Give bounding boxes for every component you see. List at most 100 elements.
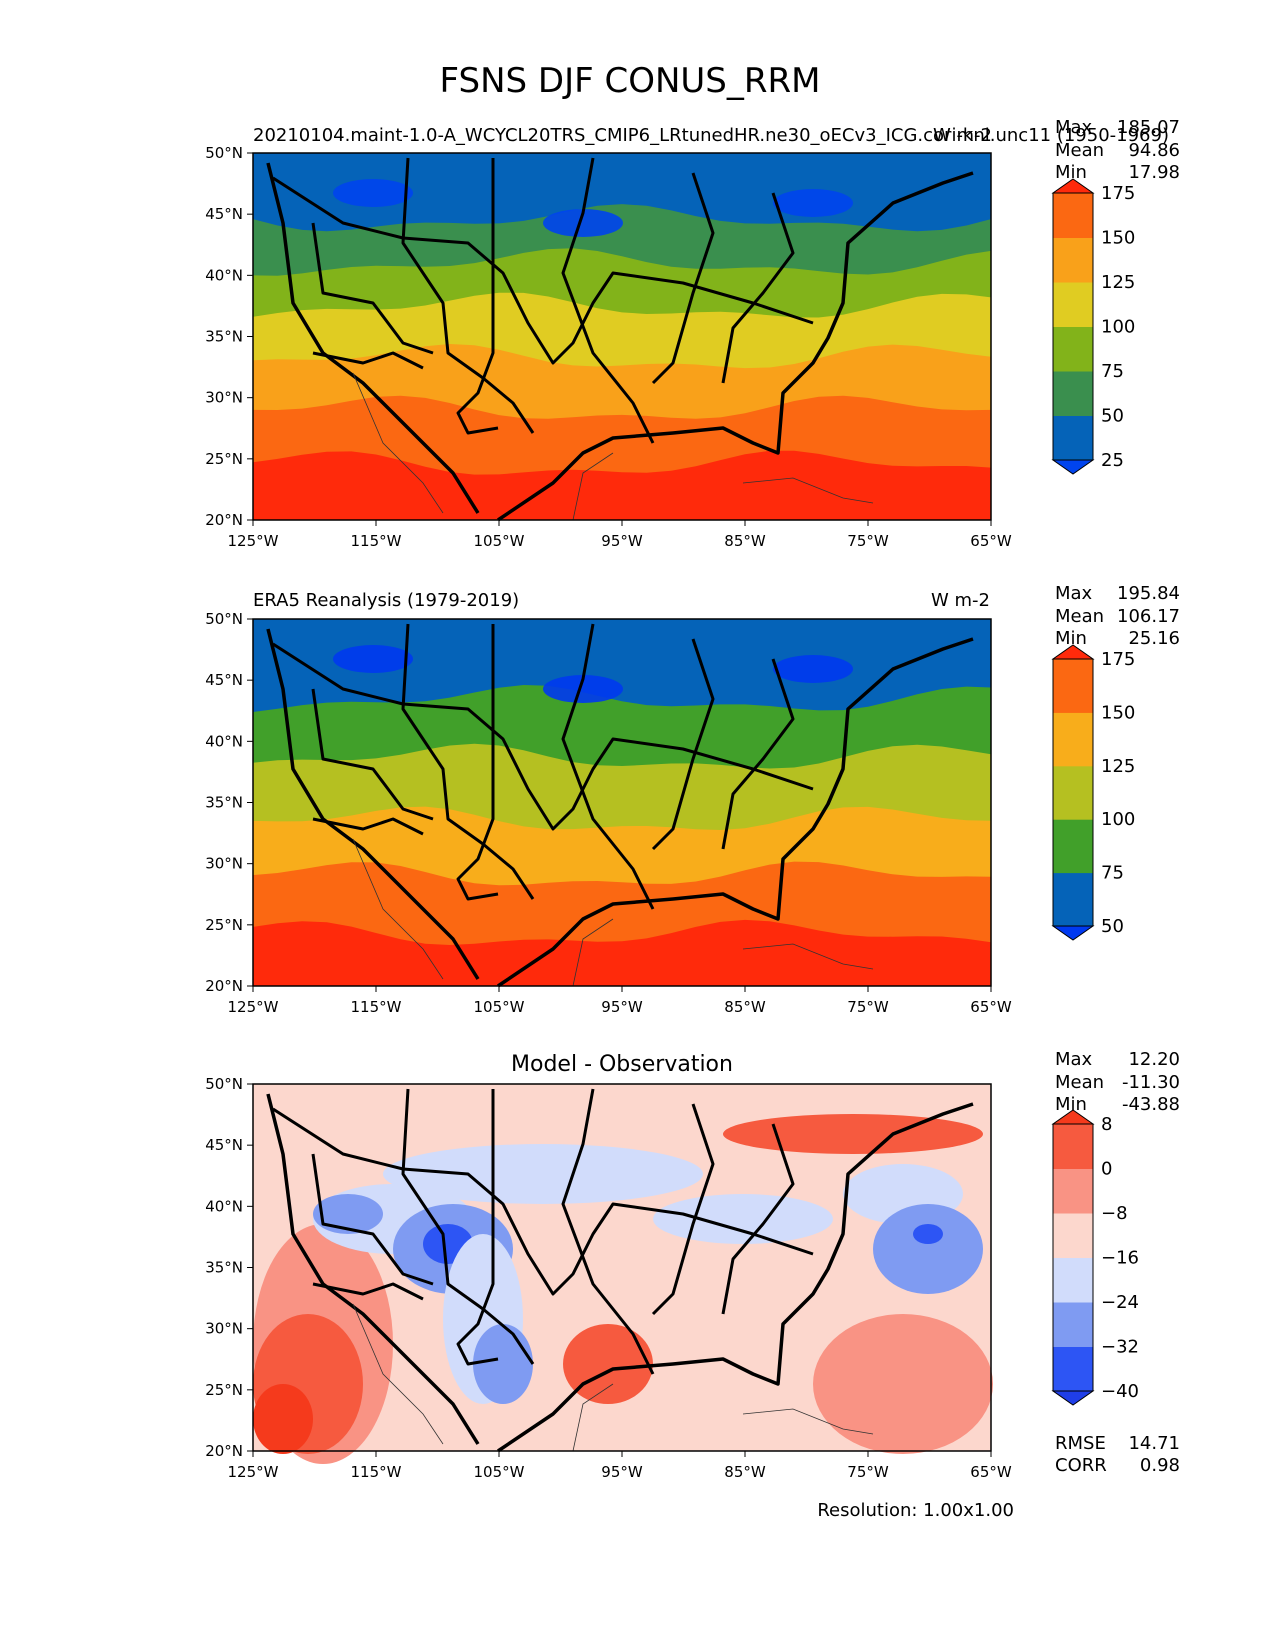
region-boundary xyxy=(651,172,715,385)
lat-tick-label: 30°N xyxy=(205,389,243,407)
lat-tick-label: 30°N xyxy=(205,855,243,873)
obs-title: ERA5 Reanalysis (1979-2019) xyxy=(253,590,519,611)
colorbar-band xyxy=(1053,237,1093,283)
region-boundary xyxy=(561,1088,655,1375)
colorbar-band xyxy=(1053,765,1093,820)
lat-tick-label: 40°N xyxy=(205,266,243,284)
colorbar-tick-label: 125 xyxy=(1101,756,1135,777)
region-boundary xyxy=(456,158,499,435)
lat-tick-label: 45°N xyxy=(205,205,243,223)
lat-tick-label: 50°N xyxy=(205,610,243,628)
diff-colorbar: 8 0 −8 −16 −24 −32 −40 xyxy=(1051,1109,1139,1406)
diff-stats: Max 12.20 Mean -11.30 Min -43.88 xyxy=(1055,1049,1180,1115)
colorbar-tick-label: 8 xyxy=(1101,1114,1112,1135)
region-boundary xyxy=(401,623,535,900)
region-boundary xyxy=(311,1153,434,1286)
region-boundary xyxy=(456,1089,499,1366)
region-boundary xyxy=(311,222,434,355)
model-colorbar: 175 150 125 100 75 50 25 xyxy=(1051,178,1135,475)
diff-mean-label: Mean xyxy=(1055,1072,1104,1093)
field-contour-patch xyxy=(473,1324,533,1404)
lat-tick-label: 50°N xyxy=(205,1075,243,1093)
lat-tick-label: 40°N xyxy=(205,1197,243,1215)
model-mean-value: 94.86 xyxy=(1128,140,1180,161)
diff-min-label: Min xyxy=(1055,1094,1087,1115)
lon-tick-label: 95°W xyxy=(601,1463,643,1481)
colorbar-tick-label: 50 xyxy=(1101,916,1124,937)
field-contour-patch xyxy=(723,1114,983,1154)
panel-obs: ERA5 Reanalysis (1979-2019) W m-2 Max 19… xyxy=(205,583,1180,1016)
field-contour-patch xyxy=(253,1384,313,1454)
lon-tick-label: 125°W xyxy=(228,1463,279,1481)
region-boundary xyxy=(561,157,655,444)
field-contour-patch xyxy=(873,1204,983,1294)
coastline xyxy=(266,1093,974,1453)
region-boundary xyxy=(311,688,434,821)
obs-min-value: 25.16 xyxy=(1128,628,1180,649)
model-mean-label: Mean xyxy=(1055,140,1104,161)
panel-model: 20210104.maint-1.0-A_WCYCL20TRS_CMIP6_LR… xyxy=(205,117,1180,550)
lon-tick-label: 75°W xyxy=(847,532,889,550)
model-max-value: 185.07 xyxy=(1117,117,1180,138)
lon-tick-label: 95°W xyxy=(601,998,643,1016)
diff-field xyxy=(253,1084,993,1464)
colorbar-tick-label: 75 xyxy=(1101,361,1124,382)
lon-tick-label: 85°W xyxy=(724,532,766,550)
lon-tick-label: 85°W xyxy=(724,998,766,1016)
obs-axes: 125°W 115°W 105°W 95°W 85°W 75°W 65°W 50°N 45°N 4… xyxy=(205,610,1012,1016)
field-contour-patch xyxy=(913,1224,943,1244)
model-map: 125°W 115°W 105°W 95°W 85°W 75°W 65°W 50°N 45°N 4… xyxy=(205,144,1012,550)
region-boundary xyxy=(721,658,795,850)
colorbar-tick-label: 150 xyxy=(1101,228,1135,249)
colorbar-band xyxy=(1053,712,1093,767)
obs-min-label: Min xyxy=(1055,628,1087,649)
model-stats: Max 185.07 Mean 94.86 Min 17.98 xyxy=(1055,117,1180,183)
lon-tick-label: 65°W xyxy=(970,532,1012,550)
diff-title: Model - Observation xyxy=(511,1052,733,1077)
field-contour-band xyxy=(253,450,991,520)
diff-axes: 125°W 115°W 105°W 95°W 85°W 75°W 65°W 50°N 45°N 4… xyxy=(205,1075,1012,1481)
lon-tick-label: 125°W xyxy=(228,998,279,1016)
colorbar-tick-label: −24 xyxy=(1101,1292,1139,1313)
field-contour-patch xyxy=(653,1194,833,1244)
figure-title: FSNS DJF CONUS_RRM xyxy=(440,61,821,101)
colorbar-tick-label: 25 xyxy=(1101,450,1124,471)
lat-tick-label: 45°N xyxy=(205,671,243,689)
country-outline xyxy=(352,1303,614,1452)
obs-map: 125°W 115°W 105°W 95°W 85°W 75°W 65°W 50°N 45°N 4… xyxy=(205,610,1012,1016)
colorbar-band xyxy=(1053,326,1093,372)
colorbar-band xyxy=(1053,1302,1093,1347)
colorbar-extend-low xyxy=(1051,925,1095,941)
colorbar-tick-label: 100 xyxy=(1101,317,1135,338)
colorbar-tick-label: 175 xyxy=(1101,649,1135,670)
field-contour-patch xyxy=(333,179,413,207)
lon-tick-label: 65°W xyxy=(970,1463,1012,1481)
lat-tick-label: 25°N xyxy=(205,1381,243,1399)
island-outline xyxy=(742,1408,874,1435)
lon-tick-label: 65°W xyxy=(970,998,1012,1016)
lon-tick-label: 85°W xyxy=(724,1463,766,1481)
lat-tick-label: 45°N xyxy=(205,1136,243,1154)
lon-tick-label: 115°W xyxy=(351,998,402,1016)
model-axes: 125°W 115°W 105°W 95°W 85°W 75°W 65°W 50°N 45°N 4… xyxy=(205,144,1012,550)
colorbar-tick-label: −8 xyxy=(1101,1203,1128,1224)
coastline xyxy=(266,628,974,988)
colorbar-tick-label: 150 xyxy=(1101,702,1135,723)
colorbar-band xyxy=(1053,282,1093,327)
field-contour-patch xyxy=(773,655,853,683)
lat-tick-label: 50°N xyxy=(205,144,243,162)
lat-tick-label: 35°N xyxy=(205,1259,243,1277)
field-contour-patch xyxy=(333,645,413,673)
obs-stats: Max 195.84 Mean 106.17 Min 25.16 xyxy=(1055,583,1180,649)
colorbar-tick-label: −32 xyxy=(1101,1337,1139,1358)
lat-tick-label: 40°N xyxy=(205,732,243,750)
obs-mean-label: Mean xyxy=(1055,606,1104,627)
country-outline xyxy=(352,838,614,987)
region-boundary xyxy=(721,1123,795,1315)
model-max-label: Max xyxy=(1055,117,1093,138)
colorbar-tick-label: 100 xyxy=(1101,809,1135,830)
region-boundary xyxy=(312,1282,424,1301)
colorbar-band xyxy=(1053,1213,1093,1258)
model-field xyxy=(253,153,991,521)
